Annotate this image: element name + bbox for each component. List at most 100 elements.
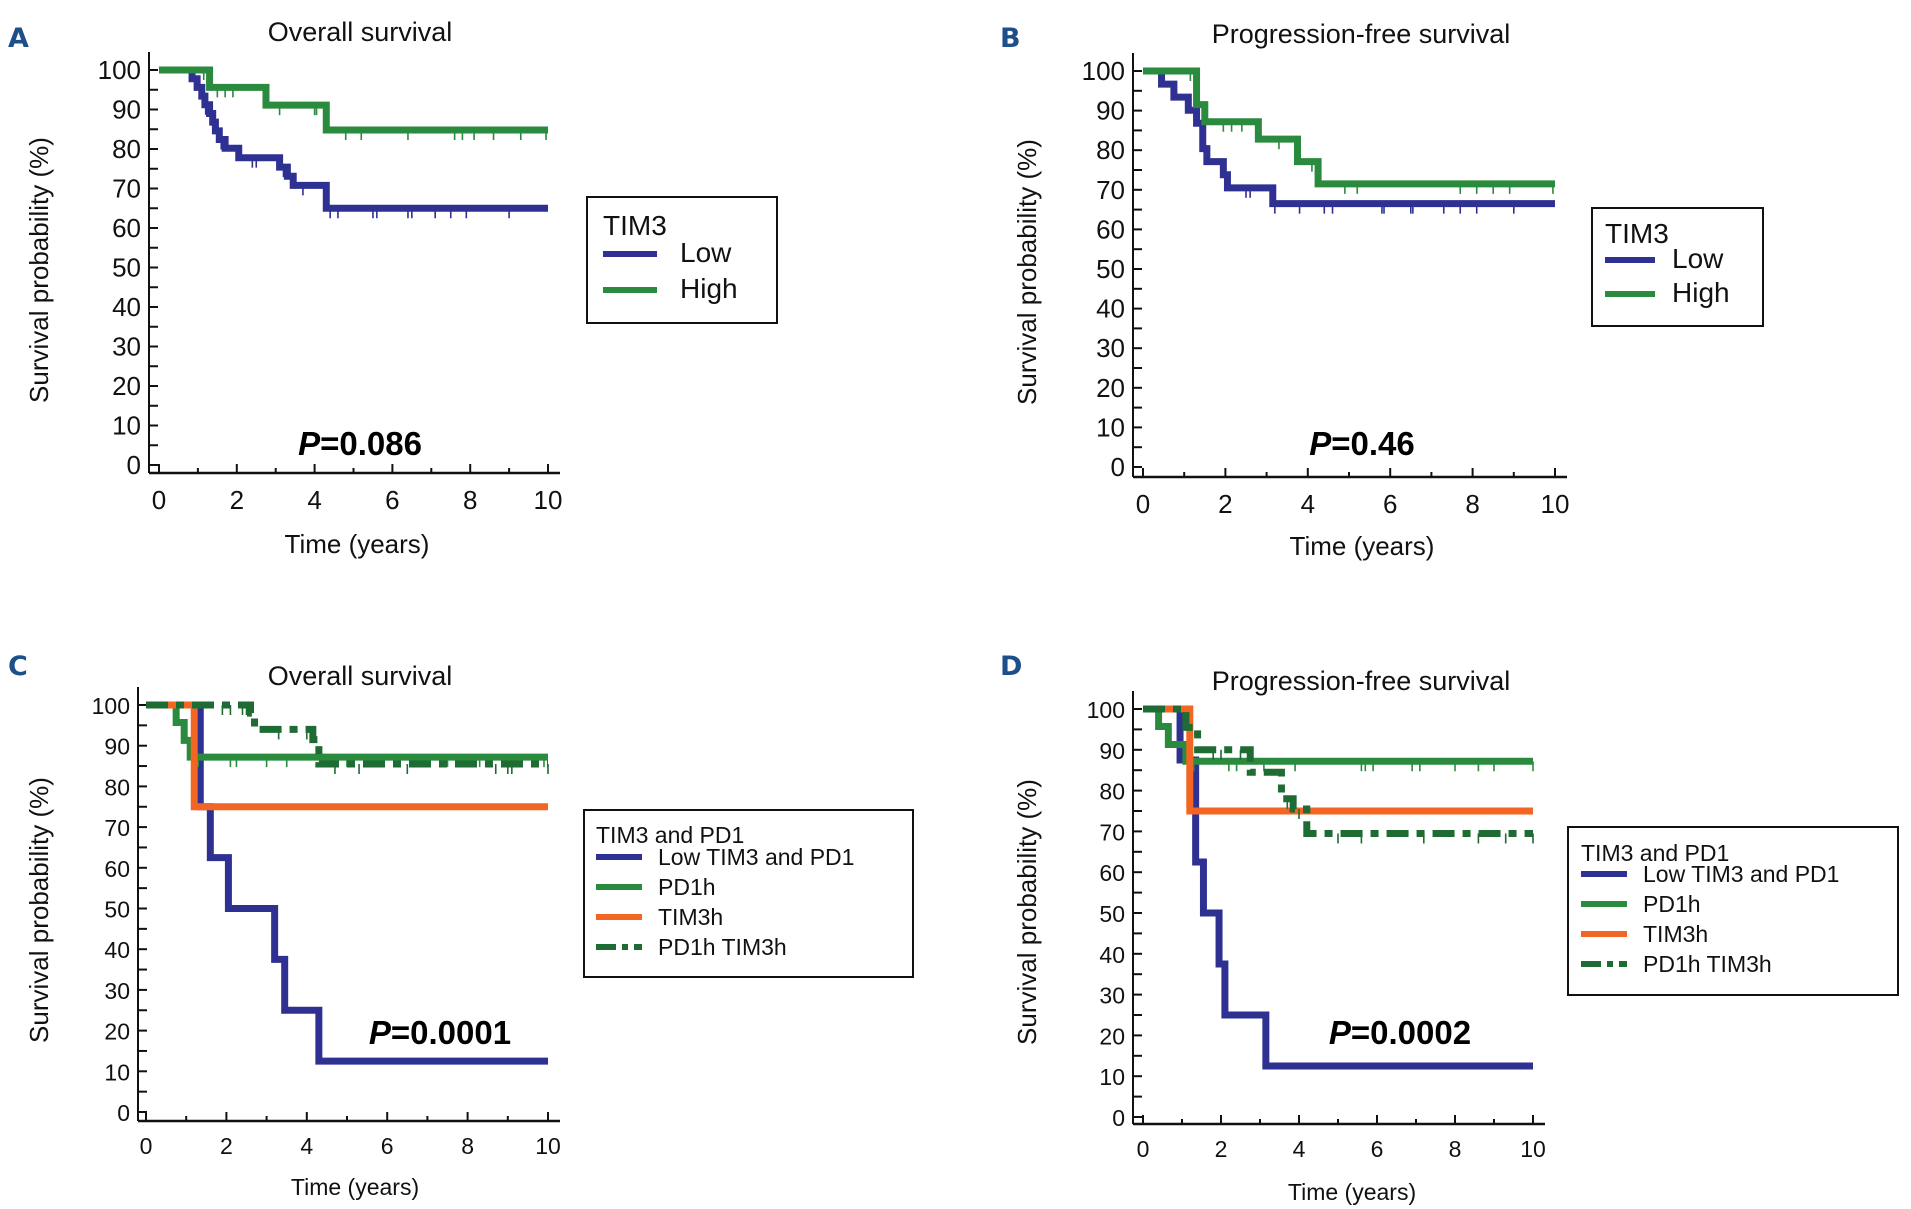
y-tick-label: 60 — [1096, 214, 1125, 244]
panel-label: D — [1000, 651, 1022, 682]
x-tick-label: 6 — [1371, 1136, 1384, 1162]
km-curve-low — [1143, 67, 1555, 208]
x-tick-label: 0 — [1137, 1136, 1150, 1162]
y-tick-label: 90 — [104, 734, 130, 760]
legend-entry-label: Low TIM3 and PD1 — [1643, 861, 1839, 887]
x-tick-label: 10 — [1520, 1136, 1546, 1162]
km-curve-pd1h-tim3h — [1143, 705, 1533, 837]
y-tick-label: 80 — [104, 774, 130, 800]
x-tick-label: 0 — [1136, 489, 1150, 519]
chart-title: Progression-free survival — [1212, 19, 1511, 49]
x-tick-label: 2 — [1218, 489, 1232, 519]
x-tick-label: 10 — [534, 485, 563, 515]
curves — [1143, 67, 1555, 214]
panel-label: B — [1000, 23, 1021, 54]
x-tick-label: 2 — [230, 485, 244, 515]
curves — [159, 66, 548, 219]
legend-entry-label: TIM3h — [1643, 921, 1708, 947]
x-axis-title: Time (years) — [1288, 1179, 1416, 1205]
legend-entry-label: High — [680, 273, 738, 304]
y-tick-label: 70 — [112, 174, 141, 204]
y-tick-label: 10 — [1096, 412, 1125, 442]
legend-title: TIM3 — [1605, 218, 1669, 249]
y-tick-label: 40 — [1096, 294, 1125, 324]
y-tick-label: 40 — [112, 292, 141, 322]
y-tick-label: 20 — [1096, 373, 1125, 403]
p-value-annotation: P=0.46 — [1309, 425, 1415, 462]
x-tick-label: 6 — [381, 1133, 394, 1159]
y-tick-label: 60 — [104, 856, 130, 882]
legend-entry-label: PD1h — [658, 874, 716, 900]
legend-entry-label: Low — [1672, 243, 1724, 274]
legend-entry-label: TIM3h — [658, 904, 723, 930]
x-tick-label: 8 — [461, 1133, 474, 1159]
y-tick-label: 50 — [1096, 254, 1125, 284]
y-tick-label: 40 — [1099, 942, 1125, 968]
y-tick-label: 80 — [112, 134, 141, 164]
panel-a-chart: A Overall survival Survival probability … — [8, 17, 778, 559]
x-tick-label: 6 — [385, 485, 399, 515]
y-axis-title: Survival probability (%) — [1012, 139, 1042, 405]
y-tick-label: 100 — [1082, 56, 1125, 86]
x-tick-label: 4 — [307, 485, 321, 515]
p-value-annotation: P=0.0002 — [1329, 1014, 1471, 1051]
panel-c-chart: C Overall survival Survival probability … — [8, 651, 914, 1200]
legend-entry-label: Low — [680, 237, 732, 268]
y-tick-label: 100 — [92, 693, 130, 719]
y-tick-label: 100 — [98, 55, 141, 85]
x-tick-label: 10 — [535, 1133, 561, 1159]
y-tick-label: 0 — [127, 450, 141, 480]
x-tick-label: 8 — [1449, 1136, 1462, 1162]
x-tick-label: 4 — [300, 1133, 313, 1159]
y-tick-label: 90 — [1096, 96, 1125, 126]
y-tick-label: 50 — [104, 897, 130, 923]
y-tick-label: 30 — [1099, 983, 1125, 1009]
km-curve-high — [1143, 67, 1555, 188]
x-tick-label: 8 — [1465, 489, 1479, 519]
km-curve-tim3h — [146, 701, 548, 811]
axes: 0 10 20 30 40 50 60 70 80 90 100 0 2 4 6 8 10 — [1087, 691, 1546, 1162]
x-tick-label: 0 — [152, 485, 166, 515]
legend-title: TIM3 and PD1 — [596, 822, 744, 848]
legend-entry-label: High — [1672, 277, 1730, 308]
y-tick-label: 60 — [1099, 860, 1125, 886]
y-tick-label: 30 — [112, 332, 141, 362]
y-tick-label: 90 — [112, 95, 141, 125]
legend-entry-label: PD1h — [1643, 891, 1701, 917]
legend-entry-label: Low TIM3 and PD1 — [658, 844, 854, 870]
y-tick-label: 20 — [104, 1019, 130, 1045]
y-tick-label: 80 — [1099, 779, 1125, 805]
legend-title: TIM3 — [603, 210, 667, 241]
y-tick-label: 90 — [1099, 738, 1125, 764]
x-tick-label: 2 — [1215, 1136, 1228, 1162]
panel-d-chart: D Progression-free survival Survival pro… — [1000, 651, 1899, 1205]
panel-label: A — [8, 23, 29, 54]
km-curve-low — [159, 66, 548, 212]
y-tick-label: 30 — [104, 978, 130, 1004]
x-axis-title: Time (years) — [1290, 531, 1435, 561]
y-tick-label: 10 — [104, 1059, 130, 1085]
legend: TIM3 Low High — [586, 196, 778, 324]
y-tick-label: 70 — [1099, 819, 1125, 845]
y-tick-label: 10 — [112, 411, 141, 441]
chart-title: Progression-free survival — [1212, 666, 1511, 696]
y-axis-title: Survival probability (%) — [24, 137, 54, 403]
y-tick-label: 20 — [1099, 1023, 1125, 1049]
x-axis-title: Time (years) — [291, 1174, 419, 1200]
legend-entry-label: PD1h TIM3h — [1643, 951, 1772, 977]
km-curve-pd1h — [1143, 705, 1533, 765]
x-axis-title: Time (years) — [285, 529, 430, 559]
legend-title: TIM3 and PD1 — [1581, 840, 1729, 866]
y-tick-label: 60 — [112, 213, 141, 243]
chart-title: Overall survival — [268, 661, 453, 691]
y-tick-label: 0 — [117, 1100, 130, 1126]
y-tick-label: 20 — [112, 371, 141, 401]
km-curve-pd1h — [146, 701, 548, 761]
axes: 0 10 20 30 40 50 60 70 80 90 100 0 2 4 6 8 10 — [1082, 53, 1570, 519]
x-tick-label: 10 — [1541, 489, 1570, 519]
y-tick-label: 70 — [104, 815, 130, 841]
